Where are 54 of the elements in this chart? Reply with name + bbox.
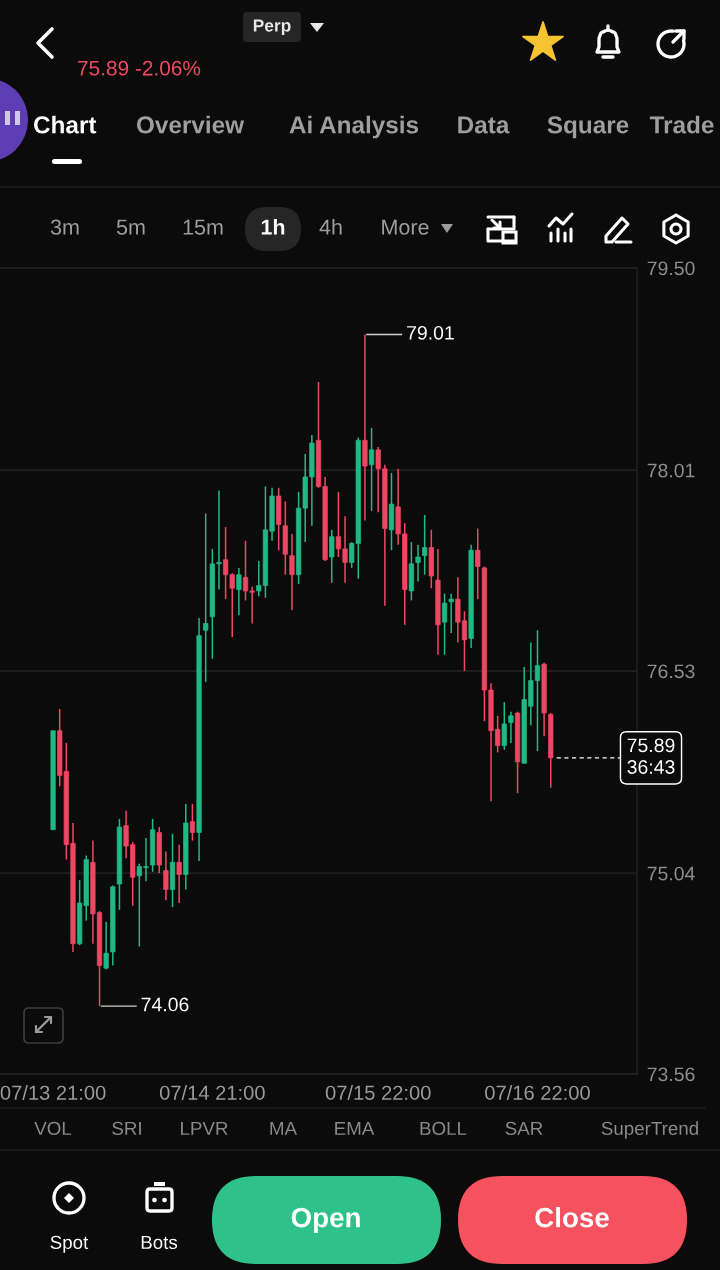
annotation: 79.01: [407, 325, 454, 340]
text: MA: [270, 1121, 298, 1135]
x-tick-label: 07/16 22:00: [485, 1085, 590, 1100]
text: Square: [547, 116, 629, 139]
text: Ai Analysis: [289, 115, 419, 139]
text: Open: [291, 1207, 360, 1233]
x-tick-label: 07/13 21:00: [0, 1085, 106, 1100]
text: Trade: [649, 115, 714, 134]
candlestick: [441, 592, 448, 656]
candlestick: [176, 843, 182, 904]
annotation: 74.06: [141, 997, 189, 1012]
text: Overview: [136, 115, 245, 134]
text: Perp: [253, 19, 291, 36]
candlestick: [329, 529, 335, 584]
candlestick: [448, 592, 454, 634]
ref-line-label: 75.89 36:43: [627, 738, 675, 774]
text: LPVR: [181, 1121, 228, 1135]
candlestick: [289, 533, 295, 611]
candlestick: [163, 850, 169, 902]
candlestick: [475, 527, 481, 600]
text: BOLL: [420, 1121, 467, 1136]
text: Bots: [141, 1235, 178, 1250]
text: 75.89 -2.06%: [78, 60, 201, 76]
candlestick: [501, 701, 507, 751]
y-tick-label: 75.04: [647, 866, 695, 881]
y-tick-label: 78.01: [647, 463, 695, 478]
x-tick-label: 07/15 22:00: [325, 1085, 431, 1100]
text: 4h: [319, 218, 342, 235]
candlestick: [236, 567, 242, 617]
text: Close: [535, 1207, 609, 1228]
candlestick: [422, 514, 428, 576]
text: EMA: [335, 1121, 375, 1135]
x-tick-label: 07/14 21:00: [159, 1085, 265, 1100]
y-tick-label: 79.50: [647, 261, 695, 276]
text: Chart: [34, 115, 97, 134]
candlestick: [508, 710, 514, 744]
text: SuperTrend: [601, 1121, 698, 1139]
candlestick: [203, 512, 209, 683]
y-tick-label: 76.53: [647, 664, 695, 679]
y-tick-label: 73.56: [647, 1067, 695, 1082]
text: VOL: [34, 1121, 72, 1136]
text: 3m: [50, 219, 79, 235]
candlestick: [415, 544, 421, 583]
candlestick: [103, 921, 109, 971]
text: 1h: [261, 218, 285, 235]
text: Spot: [50, 1235, 89, 1253]
candlestick: [368, 427, 375, 512]
candlestick: [189, 803, 196, 842]
text: 15m: [183, 219, 223, 235]
text: More: [382, 219, 429, 235]
text: 5m: [116, 219, 145, 235]
text: SRI: [112, 1121, 141, 1136]
text: Data: [458, 116, 510, 134]
text: SAR: [505, 1121, 543, 1136]
